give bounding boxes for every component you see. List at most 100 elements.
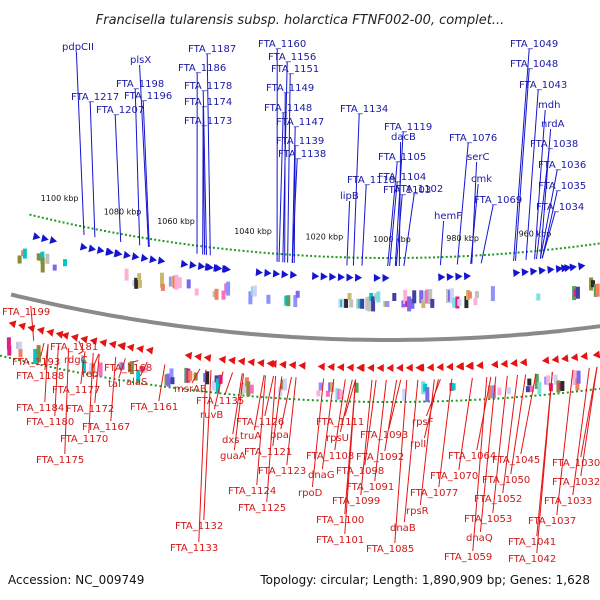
feature-block [451,383,456,391]
tick-dot [552,392,555,395]
tick-dot [54,366,57,369]
bottom-leader-line [580,366,598,477]
top-leader-line [89,101,96,238]
tick-dot [58,220,61,223]
tick-dot [437,256,440,259]
feature-block [169,368,174,379]
tick-dot [411,256,414,259]
bottom-gene-label: tal [108,379,121,390]
tick-dot [502,397,504,400]
tick-dot [29,213,32,216]
top-leader-line [278,112,284,263]
top-leader-line [389,181,398,267]
tick-dot [488,398,491,400]
tick-dot [200,245,203,248]
reverse-gene-arrow [237,357,246,366]
bottom-gene-label: FTA_1098 [336,466,384,477]
tick-dot [8,357,11,359]
top-leader-line [387,161,398,267]
tick-dot [449,255,452,258]
tick-dot [242,394,245,397]
tick-dot [316,399,319,402]
feature-block [7,345,12,356]
forward-gene-arrow [346,273,354,282]
tick-dot [441,400,444,403]
bottom-gene-label: dnaB [390,523,416,534]
tick-dot [177,387,180,390]
bottom-leader-line [253,375,265,431]
tick-dot [469,399,472,401]
tick-dot [373,256,376,259]
tick-dot [589,243,592,246]
feature-block [560,381,565,391]
tick-dot [424,256,427,259]
bottom-gene-label: FTA_1099 [332,496,380,507]
bottom-gene-label: FTA_1170 [60,434,108,445]
top-leader-line [394,131,404,267]
backbone-arc [10,292,600,342]
bottom-gene-label: FTA_1133 [170,543,218,554]
tick-dot [559,247,562,250]
top-gene-label: pdpCII [62,42,94,53]
tick-dot [321,399,324,402]
top-gene-label: mdh [538,100,560,111]
forward-gene-arrow [564,264,572,272]
tick-dot [483,398,486,401]
reverse-gene-arrow [592,350,600,359]
reverse-gene-arrow [298,361,306,370]
bottom-gene-label: FTA_1177 [52,385,100,396]
top-gene-label: FTA_1138 [278,149,326,160]
bottom-gene-label: FTA_1042 [508,554,556,565]
bottom-gene-label: FTA_1085 [366,544,414,555]
tick-dot [280,253,283,256]
feature-block [124,268,129,281]
top-leader-line [539,169,558,259]
reverse-gene-arrow [18,322,26,331]
tick-dot [509,252,512,255]
top-gene-label: FTA_1187 [188,44,236,55]
scale-tick-label: 1100 kbp [41,194,79,203]
tick-dot [479,254,482,257]
reverse-gene-arrow [8,320,17,329]
top-leader-line [346,200,351,266]
tick-dot [284,397,287,400]
top-leader-line [287,73,291,263]
tick-dot [22,360,25,363]
top-gene-label: FTA_1048 [510,59,558,70]
reverse-gene-arrow [446,362,454,371]
bottom-gene-label: FTA_1041 [508,537,556,548]
tick-dot [164,385,166,388]
feature-block [360,298,365,309]
top-leader-line [513,48,530,262]
tick-dot [339,256,342,259]
reverse-gene-arrow [228,356,236,365]
reverse-gene-arrow [61,332,69,340]
reverse-gene-arrow [570,353,579,362]
reverse-gene-arrow [386,364,394,372]
tick-dot [104,230,106,232]
tick-dot [77,371,79,374]
top-gene-label: FTA_1174 [184,97,232,108]
feature-block [529,385,534,392]
forward-gene-arrow [213,263,221,272]
tick-dot [465,399,467,402]
top-leader-line [534,109,546,260]
tick-dot [497,397,500,400]
reverse-gene-arrow [145,346,154,355]
tick-dot [54,219,57,222]
tick-dot [433,256,435,259]
bottom-leader-lines [30,305,598,554]
tick-dot [344,256,346,259]
top-gene-label: FTA_1034 [536,202,584,213]
scale-tick-label: 1020 kbp [306,233,344,242]
feature-block [37,352,42,363]
feature-block [98,362,103,377]
top-gene-label: FTA_1102 [395,184,443,195]
forward-gene-arrow [455,272,463,281]
feature-block [457,299,462,306]
tick-dot [446,400,449,402]
reverse-gene-arrow [367,363,375,372]
tick-dot [272,252,274,255]
bottom-gene-label: rpsR [406,506,429,517]
